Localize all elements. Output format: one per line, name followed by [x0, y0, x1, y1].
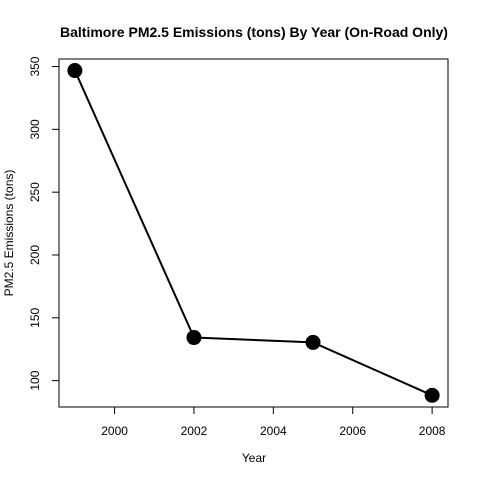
- y-axis-label: PM2.5 Emissions (tons): [2, 170, 16, 297]
- chart-title: Baltimore PM2.5 Emissions (tons) By Year…: [60, 24, 448, 40]
- y-tick-label: 350: [28, 56, 42, 76]
- y-tick-label: 100: [28, 370, 42, 390]
- data-point-2002: [186, 330, 202, 346]
- x-tick-label: 2000: [101, 424, 128, 438]
- y-tick-label: 250: [28, 182, 42, 202]
- data-point-2005: [305, 334, 321, 350]
- y-axis: 100 150 200 250 300 350: [28, 56, 59, 391]
- x-tick-label: 2006: [339, 424, 366, 438]
- y-tick-label: 200: [28, 245, 42, 265]
- data-point-2008: [424, 387, 440, 403]
- x-axis: 2000 2002 2004 2006 2008: [101, 407, 446, 438]
- series-line-group: [67, 63, 440, 403]
- series-line: [73, 70, 433, 397]
- y-tick-label: 300: [28, 119, 42, 139]
- x-axis-label: Year: [242, 451, 266, 465]
- x-tick-label: 2004: [260, 424, 287, 438]
- plot-area-box: [58, 58, 449, 408]
- data-point-1999: [67, 63, 83, 79]
- x-tick-label: 2002: [181, 424, 208, 438]
- y-tick-label: 150: [28, 307, 42, 327]
- x-tick-label: 2008: [419, 424, 446, 438]
